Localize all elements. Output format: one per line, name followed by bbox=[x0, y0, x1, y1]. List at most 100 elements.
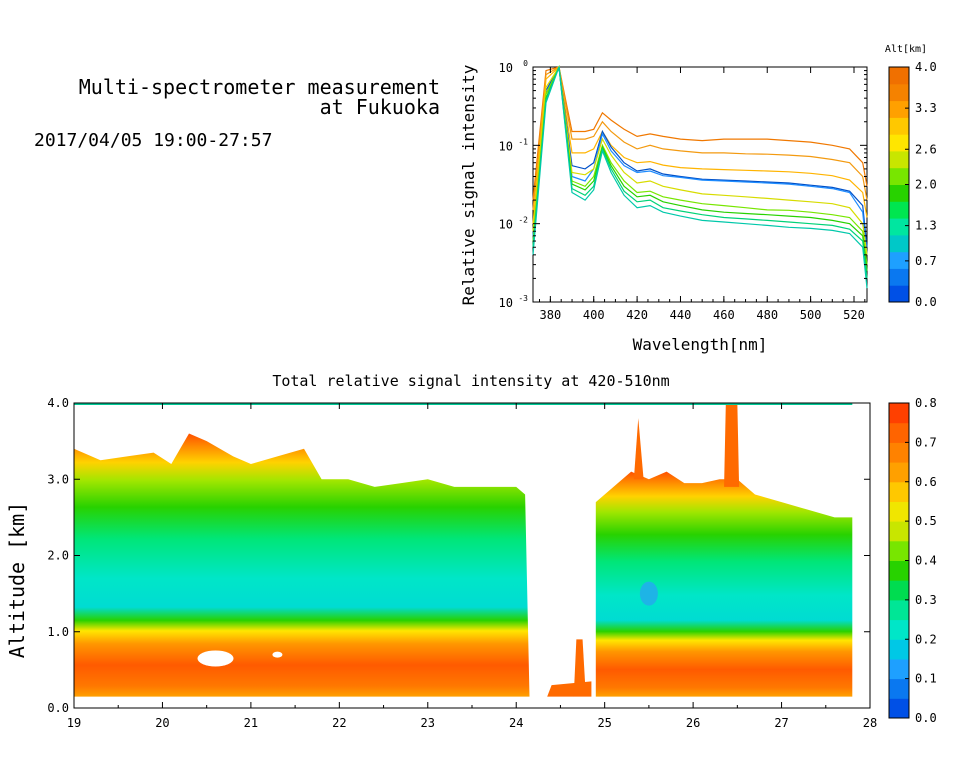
altitude-colorbar-tick-label: 2.0 bbox=[915, 178, 937, 192]
signal-gap bbox=[197, 650, 234, 667]
spectrum-x-tick-label: 380 bbox=[540, 308, 562, 322]
spectrum-series-line bbox=[532, 66, 868, 279]
spectrum-x-tick-label: 460 bbox=[713, 308, 735, 322]
altitude-colorbar-tick-label: 2.6 bbox=[915, 142, 937, 156]
title-line-2: at Fukuoka bbox=[320, 95, 440, 119]
cloud-layer bbox=[595, 471, 853, 697]
ground-echo bbox=[573, 639, 586, 697]
altitude-colorbar-tick-label: 1.3 bbox=[915, 219, 937, 233]
intensity-colorbar-swatch bbox=[889, 521, 909, 542]
heatmap-x-tick-label: 25 bbox=[597, 716, 611, 730]
heatmap-x-tick-label: 20 bbox=[155, 716, 169, 730]
heatmap-x-tick-label: 22 bbox=[332, 716, 346, 730]
spectrum-y-tick-exponent: -1 bbox=[518, 137, 528, 146]
spectrum-x-ticks: 380 400 420 440 460 480 500 520 bbox=[539, 67, 866, 322]
intensity-colorbar-swatch bbox=[889, 698, 909, 719]
heatmap-field bbox=[74, 403, 853, 697]
intensity-colorbar-tick-label: 0.2 bbox=[915, 632, 937, 646]
heatmap-y-tick-label: 0.0 bbox=[47, 701, 69, 715]
heatmap-title: Total relative signal intensity at 420-5… bbox=[272, 372, 669, 390]
intensity-colorbar-swatch bbox=[889, 658, 909, 680]
spectrum-series-line bbox=[532, 66, 868, 201]
spectrum-y-ticks: 10 0 10 -1 10 -2 10 -3 bbox=[499, 59, 867, 310]
intensity-colorbar-tick-label: 0.0 bbox=[915, 711, 937, 725]
intensity-colorbar-swatch bbox=[889, 422, 909, 443]
altitude-colorbar: Alt[km] 0.0 0.7 1.3 2.0 2.6 3.3 4.0 bbox=[885, 44, 937, 309]
spectrum-y-label: Relative signal intensity bbox=[459, 64, 478, 305]
altitude-colorbar-swatch bbox=[889, 100, 909, 118]
spectrum-series-line bbox=[532, 66, 868, 271]
heatmap-y-label: Altitude [km] bbox=[5, 502, 29, 659]
intensity-colorbar-tick-label: 0.4 bbox=[915, 554, 937, 568]
spectrum-series-line bbox=[532, 65, 868, 255]
altitude-colorbar-tick-label: 0.7 bbox=[915, 254, 937, 268]
spectrum-x-tick-label: 520 bbox=[843, 308, 865, 322]
heatmap-y-tick-label: 2.0 bbox=[47, 549, 69, 563]
intensity-colorbar-tick-label: 0.3 bbox=[915, 593, 937, 607]
altitude-colorbar-swatch bbox=[889, 218, 909, 236]
spectrum-plot: 380 400 420 440 460 480 500 520 10 0 10 -1 10 -2 10 -3… bbox=[459, 59, 868, 354]
spectrum-y-tick-label: 10 bbox=[499, 139, 513, 153]
intensity-colorbar-swatch bbox=[889, 481, 909, 502]
altitude-colorbar-swatch bbox=[889, 234, 909, 253]
cloud-layer bbox=[74, 433, 530, 697]
intensity-colorbar-swatch bbox=[889, 678, 909, 699]
spectrum-x-tick-label: 420 bbox=[626, 308, 648, 322]
heatmap-y-ticks: 0.0 1.0 2.0 3.0 4.0 bbox=[47, 396, 870, 715]
heatmap-x-tick-label: 24 bbox=[509, 716, 523, 730]
altitude-colorbar-swatch bbox=[889, 83, 909, 102]
intensity-colorbar-swatch bbox=[889, 639, 909, 660]
heatmap-x-tick-label: 23 bbox=[421, 716, 435, 730]
heatmap-x-tick-label: 26 bbox=[686, 716, 700, 730]
altitude-colorbar-swatch bbox=[889, 134, 909, 152]
intensity-colorbar-swatch bbox=[889, 580, 909, 601]
intensity-colorbar-swatch bbox=[889, 442, 909, 463]
altitude-colorbar-swatch bbox=[889, 150, 909, 169]
signal-gap bbox=[272, 651, 283, 658]
spectrum-series-line bbox=[532, 66, 868, 210]
heatmap-plot: Total relative signal intensity at 420-5… bbox=[5, 372, 877, 730]
cloud-spike bbox=[724, 403, 740, 487]
spectrum-series-line bbox=[532, 65, 868, 248]
datetime-label: 2017/04/05 19:00-27:57 bbox=[34, 130, 272, 151]
intensity-colorbar-swatch bbox=[889, 501, 909, 522]
spectrum-x-tick-label: 440 bbox=[670, 308, 692, 322]
altitude-colorbar-tick-label: 3.3 bbox=[915, 101, 937, 115]
low-intensity-patch bbox=[639, 581, 658, 606]
intensity-colorbar-tick-label: 0.6 bbox=[915, 475, 937, 489]
intensity-colorbar-swatch bbox=[889, 403, 909, 424]
spectrum-x-tick-label: 500 bbox=[800, 308, 822, 322]
altitude-colorbar-swatch bbox=[889, 251, 909, 269]
spectrum-series-line bbox=[532, 64, 868, 255]
altitude-colorbar-swatch bbox=[889, 201, 909, 219]
spectrum-y-tick-label: 10 bbox=[499, 61, 513, 75]
heatmap-y-tick-label: 3.0 bbox=[47, 472, 69, 486]
spectrum-x-tick-label: 400 bbox=[583, 308, 605, 322]
heatmap-x-tick-label: 19 bbox=[67, 716, 81, 730]
intensity-colorbar-swatch bbox=[889, 619, 909, 640]
spectrum-y-tick-exponent: 0 bbox=[523, 59, 528, 68]
altitude-colorbar-swatch bbox=[889, 285, 909, 303]
altitude-colorbar-label: Alt[km] bbox=[885, 44, 927, 55]
intensity-colorbar-swatch bbox=[889, 560, 909, 581]
altitude-colorbar-tick-label: 4.0 bbox=[915, 60, 937, 74]
intensity-colorbar-tick-label: 0.1 bbox=[915, 672, 937, 686]
intensity-colorbar-tick-label: 0.7 bbox=[915, 435, 937, 449]
altitude-colorbar-swatch bbox=[889, 184, 909, 202]
spectrum-y-tick-label: 10 bbox=[499, 296, 513, 310]
spectrum-y-tick-exponent: -3 bbox=[518, 294, 528, 303]
spectrum-series-line bbox=[532, 66, 868, 289]
intensity-colorbar-swatch bbox=[889, 599, 909, 621]
heatmap-x-tick-label: 21 bbox=[244, 716, 258, 730]
intensity-colorbar-swatch bbox=[889, 540, 909, 561]
heatmap-x-tick-label: 27 bbox=[774, 716, 788, 730]
intensity-colorbar-tick-label: 0.5 bbox=[915, 514, 937, 528]
altitude-colorbar-swatch bbox=[889, 67, 909, 85]
spectrum-x-label: Wavelength[nm] bbox=[633, 335, 768, 354]
spectrum-plot-frame bbox=[532, 66, 868, 303]
spectrum-y-tick-label: 10 bbox=[499, 218, 513, 232]
intensity-colorbar-swatch bbox=[889, 462, 909, 483]
spectrum-series-line bbox=[532, 65, 868, 224]
heatmap-y-tick-label: 1.0 bbox=[47, 625, 69, 639]
